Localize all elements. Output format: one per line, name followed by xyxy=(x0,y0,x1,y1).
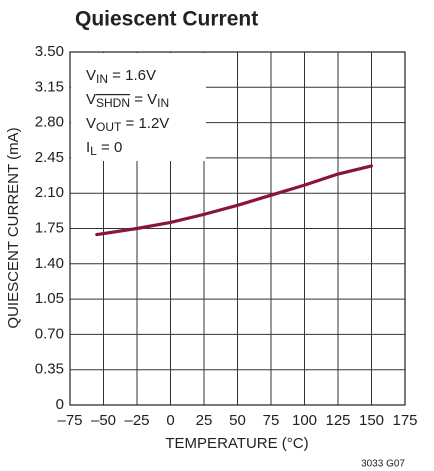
y-tick-label: 2.80 xyxy=(35,114,64,131)
annotation-line: IL = 0 xyxy=(86,139,122,158)
x-tick-label: –50 xyxy=(91,412,116,429)
x-tick-label: –25 xyxy=(124,412,149,429)
x-tick-label: 150 xyxy=(359,412,384,429)
annotation-text: SHDN xyxy=(96,96,130,110)
annotation-line: VIN = 1.6V xyxy=(86,67,156,86)
annotation-text: V xyxy=(86,115,96,132)
x-tick-label: 175 xyxy=(392,412,417,429)
y-tick-label: 3.15 xyxy=(35,78,64,95)
footnote: 3033 G07 xyxy=(361,459,405,470)
x-tick-label: 75 xyxy=(263,412,280,429)
annotation-text: OUT xyxy=(96,120,122,134)
y-tick-label: 1.75 xyxy=(35,219,64,236)
y-tick-label: 1.40 xyxy=(35,255,64,272)
annotation-box xyxy=(71,53,206,161)
annotation-line: VSHDN = VIN xyxy=(86,91,169,110)
annotation-text: IN xyxy=(157,96,169,110)
annotation-text: = 1.2V xyxy=(121,115,169,132)
data-line xyxy=(95,164,374,237)
annotation-line: VOUT = 1.2V xyxy=(86,115,169,134)
x-tick-label: 0 xyxy=(166,412,174,429)
y-tick-label: 0.35 xyxy=(35,361,64,378)
annotation-text: = 0 xyxy=(97,139,122,156)
x-tick-label: 25 xyxy=(196,412,213,429)
annotation-text: = 1.6V xyxy=(108,67,156,84)
y-tick-label: 3.50 xyxy=(35,43,64,60)
x-tick-label: 50 xyxy=(229,412,246,429)
y-tick-label: 0.70 xyxy=(35,325,64,342)
annotation-text: I xyxy=(86,139,90,156)
x-tick-label: –75 xyxy=(57,412,82,429)
annotation-text: V xyxy=(86,91,96,108)
annotation-text: V xyxy=(86,67,96,84)
y-tick-label: 1.05 xyxy=(35,290,64,307)
plot-border xyxy=(69,51,406,406)
y-tick-label: 2.45 xyxy=(35,149,64,166)
annotation-text: = V xyxy=(130,91,157,108)
x-tick-label: 125 xyxy=(325,412,350,429)
x-axis-label: TEMPERATURE (°C) xyxy=(165,435,308,452)
y-axis-label: QUIESCENT CURRENT (mA) xyxy=(5,127,22,328)
y-tick-label: 0 xyxy=(56,396,64,413)
annotation-text: IN xyxy=(96,72,108,86)
chart-title: Quiescent Current xyxy=(75,8,258,31)
annotation-text: L xyxy=(90,144,97,158)
x-tick-label: 100 xyxy=(292,412,317,429)
y-tick-label: 2.10 xyxy=(35,184,64,201)
